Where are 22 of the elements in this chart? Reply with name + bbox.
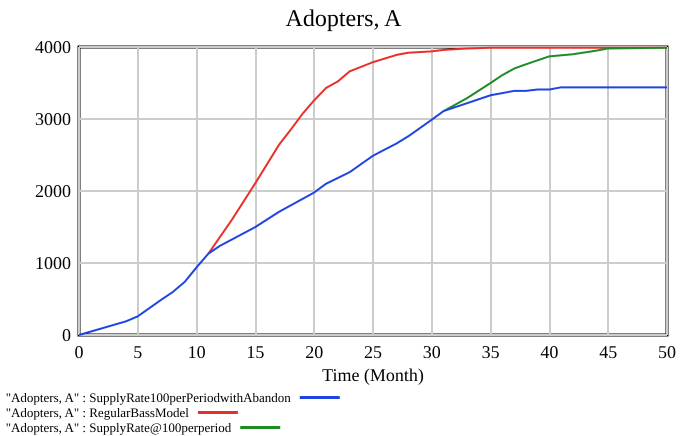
- x-tick-label: 15: [246, 342, 264, 362]
- x-tick-label: 20: [305, 342, 324, 362]
- x-tick-label: 40: [540, 342, 558, 362]
- x-tick-label: 5: [133, 342, 142, 362]
- x-tick-label: 25: [364, 342, 382, 362]
- line-series: [442, 46, 668, 112]
- chart-title: Adopters, A: [286, 6, 402, 32]
- x-tick-label: 45: [599, 342, 618, 362]
- legend-label: "Adopters, A" : RegularBassModel: [6, 405, 190, 420]
- x-tick-label: 30: [422, 342, 441, 362]
- x-axis-title: Time (Month): [322, 364, 424, 385]
- y-tick-label: 1000: [35, 253, 71, 273]
- y-tick-label: 3000: [35, 109, 71, 129]
- x-tick-label: 10: [188, 342, 206, 362]
- legend-label: "Adopters, A" : SupplyRate@100perperiod: [6, 420, 232, 435]
- legend-label: "Adopters, A" : SupplyRate100perPeriodwithAbandon: [6, 390, 292, 405]
- y-tick-label: 4000: [35, 37, 71, 57]
- x-tick-label: 35: [482, 342, 500, 362]
- x-tick-label: 50: [658, 342, 676, 362]
- x-tick-label: 0: [74, 342, 84, 362]
- y-tick-label: 0: [62, 325, 71, 345]
- y-tick-label: 2000: [35, 181, 71, 201]
